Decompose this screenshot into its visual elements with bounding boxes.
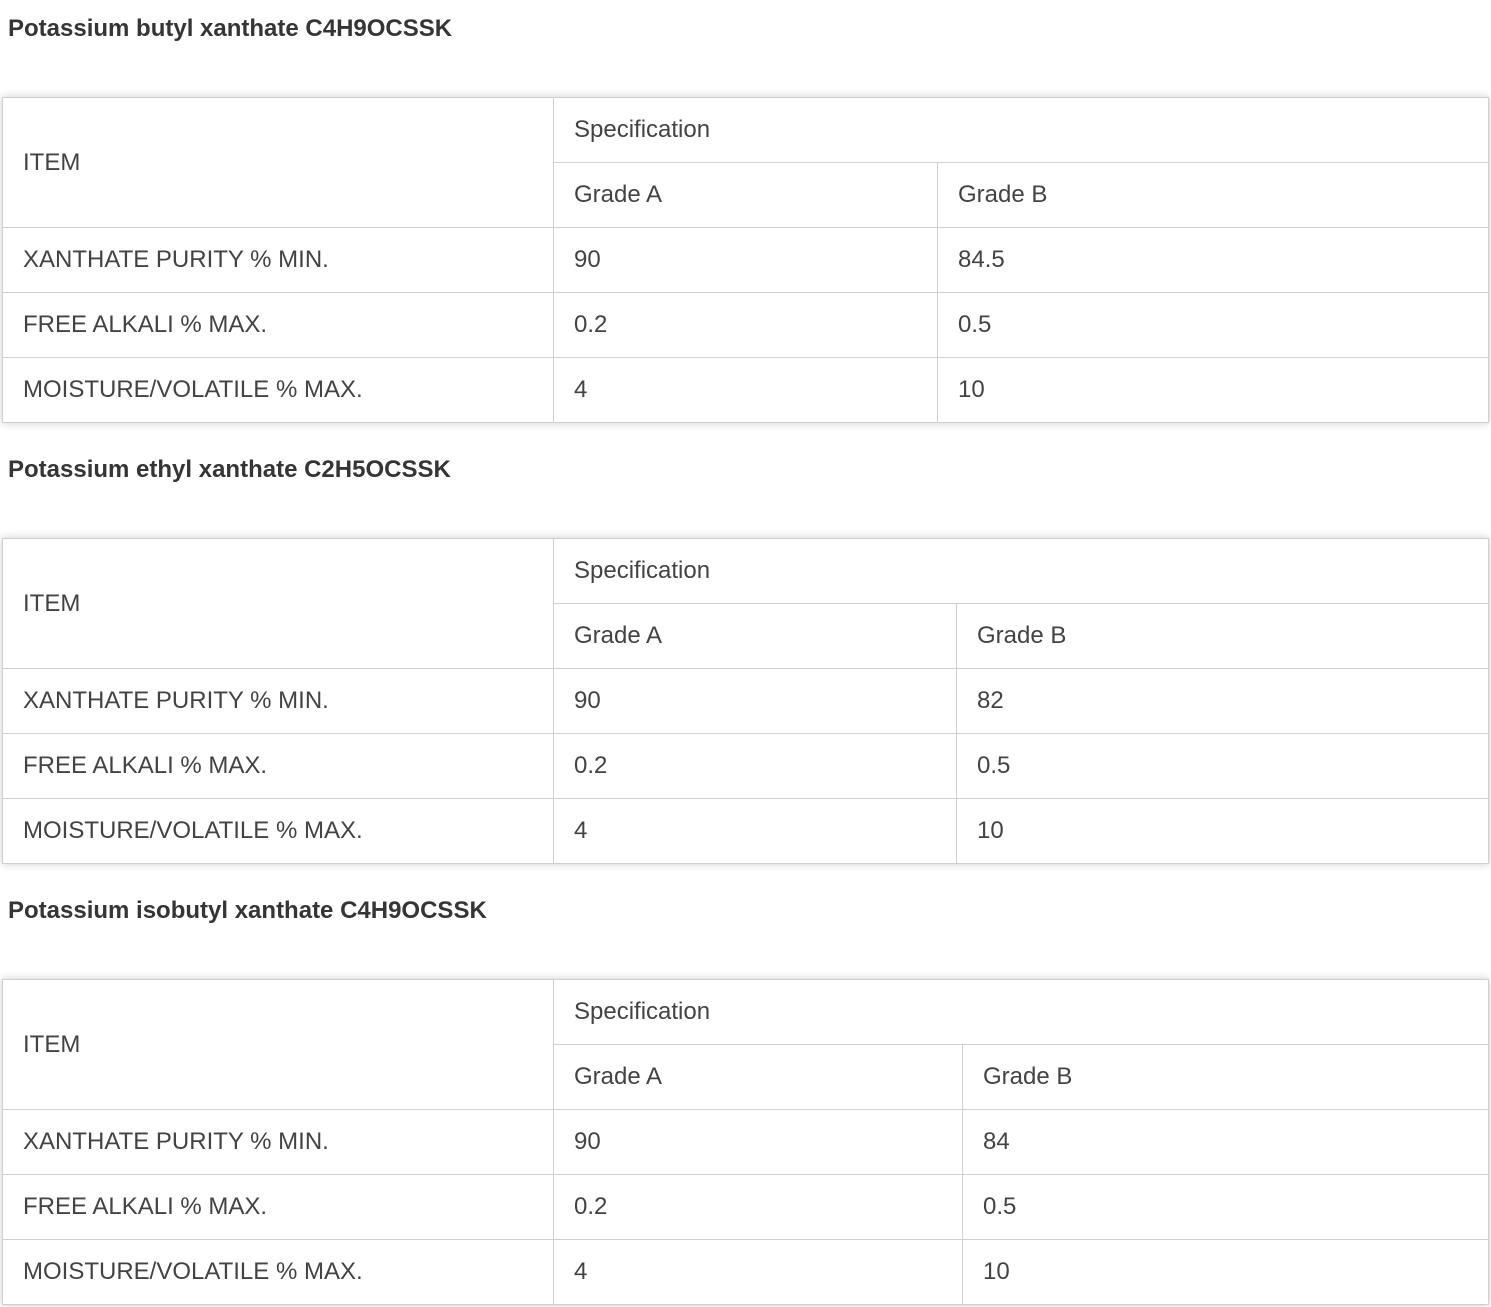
grade-header-row: Grade A Grade B: [3, 603, 1489, 669]
section-potassium-isobutyl-xanthate: Potassium isobutyl xanthate C4H9OCSSK IT…: [0, 896, 1491, 1305]
specification-column-header: Specification: [553, 979, 1489, 1045]
table-row: FREE ALKALI % MAX. 0.2 0.5: [2, 1174, 1489, 1240]
grade-b-value: 0.5: [962, 1174, 1489, 1240]
table-header-row: ITEM Specification: [2, 97, 1489, 228]
grade-a-value: 0.2: [553, 733, 957, 799]
grade-a-value: 4: [553, 798, 957, 864]
row-item-label: MOISTURE/VOLATILE % MAX.: [2, 1239, 554, 1305]
row-item-label: XANTHATE PURITY % MIN.: [2, 668, 554, 734]
table-row: XANTHATE PURITY % MIN. 90 84.5: [2, 227, 1489, 293]
spec-table-wrapper: ITEM Specification Grade A Grade B XANTH…: [2, 97, 1489, 423]
table-row: MOISTURE/VOLATILE % MAX. 4 10: [2, 798, 1489, 864]
grade-b-value: 0.5: [956, 733, 1489, 799]
specification-column-header: Specification: [553, 97, 1489, 163]
spec-table-wrapper: ITEM Specification Grade A Grade B XANTH…: [2, 979, 1489, 1305]
grade-header-row: Grade A Grade B: [3, 1044, 1489, 1110]
specification-column-header: Specification: [553, 538, 1489, 604]
grade-b-value: 84.5: [937, 227, 1489, 293]
grade-a-value: 4: [553, 1239, 963, 1305]
grade-b-column-header: Grade B: [962, 1044, 1489, 1110]
row-item-label: FREE ALKALI % MAX.: [2, 733, 554, 799]
table-row: MOISTURE/VOLATILE % MAX. 4 10: [2, 1239, 1489, 1305]
row-item-label: MOISTURE/VOLATILE % MAX.: [2, 357, 554, 423]
table-row: MOISTURE/VOLATILE % MAX. 4 10: [2, 357, 1489, 423]
grade-header-row: Grade A Grade B: [3, 162, 1489, 228]
grade-a-value: 4: [553, 357, 938, 423]
table-row: XANTHATE PURITY % MIN. 90 84: [2, 1109, 1489, 1175]
item-column-header: ITEM: [2, 97, 554, 228]
table-row: FREE ALKALI % MAX. 0.2 0.5: [2, 733, 1489, 799]
grade-b-column-header: Grade B: [937, 162, 1489, 228]
section-title: Potassium butyl xanthate C4H9OCSSK: [8, 15, 453, 42]
row-item-label: FREE ALKALI % MAX.: [2, 1174, 554, 1240]
table-header-row: ITEM Specification: [2, 979, 1489, 1110]
grade-a-value: 90: [553, 227, 938, 293]
table-header-row: ITEM Specification: [2, 538, 1489, 669]
spec-table: ITEM Specification Grade A Grade B XANTH…: [2, 979, 1489, 1305]
grade-b-value: 0.5: [937, 292, 1489, 358]
grade-b-value: 10: [956, 798, 1489, 864]
spec-table-wrapper: ITEM Specification Grade A Grade B XANTH…: [2, 538, 1489, 864]
grade-a-column-header: Grade A: [553, 162, 938, 228]
spec-table: ITEM Specification Grade A Grade B XANTH…: [2, 97, 1489, 423]
section-title: Potassium isobutyl xanthate C4H9OCSSK: [8, 897, 487, 924]
section-potassium-butyl-xanthate: Potassium butyl xanthate C4H9OCSSK ITEM …: [0, 14, 1491, 423]
grade-a-value: 0.2: [553, 292, 938, 358]
table-row: XANTHATE PURITY % MIN. 90 82: [2, 668, 1489, 734]
grade-a-column-header: Grade A: [553, 1044, 963, 1110]
spec-table: ITEM Specification Grade A Grade B XANTH…: [2, 538, 1489, 864]
row-item-label: MOISTURE/VOLATILE % MAX.: [2, 798, 554, 864]
section-potassium-ethyl-xanthate: Potassium ethyl xanthate C2H5OCSSK ITEM …: [0, 455, 1491, 864]
section-title: Potassium ethyl xanthate C2H5OCSSK: [8, 456, 451, 483]
row-item-label: XANTHATE PURITY % MIN.: [2, 1109, 554, 1175]
grade-b-value: 10: [937, 357, 1489, 423]
item-column-header: ITEM: [2, 538, 554, 669]
row-item-label: FREE ALKALI % MAX.: [2, 292, 554, 358]
grade-b-column-header: Grade B: [956, 603, 1489, 669]
table-row: FREE ALKALI % MAX. 0.2 0.5: [2, 292, 1489, 358]
grade-b-value: 84: [962, 1109, 1489, 1175]
row-item-label: XANTHATE PURITY % MIN.: [2, 227, 554, 293]
grade-b-value: 82: [956, 668, 1489, 734]
grade-a-value: 90: [553, 1109, 963, 1175]
grade-b-value: 10: [962, 1239, 1489, 1305]
product-specifications-page: Potassium butyl xanthate C4H9OCSSK ITEM …: [0, 14, 1491, 1305]
grade-a-value: 0.2: [553, 1174, 963, 1240]
grade-a-value: 90: [553, 668, 957, 734]
item-column-header: ITEM: [2, 979, 554, 1110]
grade-a-column-header: Grade A: [553, 603, 957, 669]
